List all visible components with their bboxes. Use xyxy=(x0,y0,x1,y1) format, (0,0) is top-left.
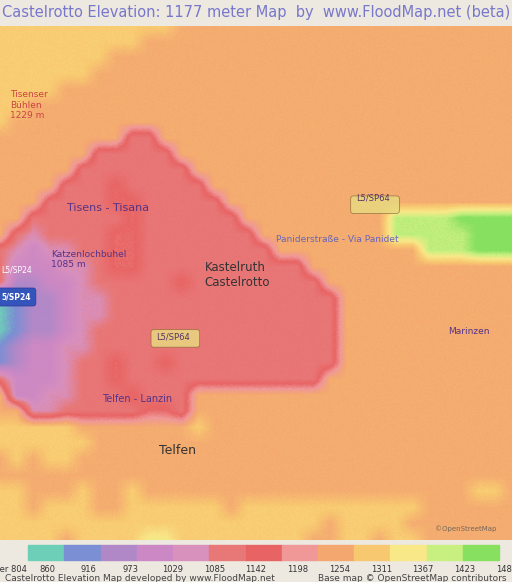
Text: Katzenlochbuhel
1085 m: Katzenlochbuhel 1085 m xyxy=(51,250,126,269)
Text: Telfen - Lanzin: Telfen - Lanzin xyxy=(102,393,173,403)
FancyBboxPatch shape xyxy=(351,196,399,214)
Bar xyxy=(137,545,173,560)
Text: 973: 973 xyxy=(122,565,139,573)
Text: L5/SP64: L5/SP64 xyxy=(356,193,390,203)
Bar xyxy=(463,545,499,560)
Text: Tisenser
Bühlen
1229 m: Tisenser Bühlen 1229 m xyxy=(10,90,48,120)
Bar xyxy=(101,545,137,560)
Text: Paniderstraße - Via Panidet: Paniderstraße - Via Panidet xyxy=(276,235,399,244)
Text: 1085: 1085 xyxy=(204,565,225,573)
Bar xyxy=(246,545,282,560)
Text: ©OpenStreetMap: ©OpenStreetMap xyxy=(435,526,497,533)
Text: Kastelruth
Castelrotto: Kastelruth Castelrotto xyxy=(205,261,270,289)
Text: 1367: 1367 xyxy=(413,565,434,573)
Text: Castelrotto Elevation: 1177 meter Map  by  www.FloodMap.net (beta): Castelrotto Elevation: 1177 meter Map by… xyxy=(2,5,510,20)
Text: 1423: 1423 xyxy=(455,565,476,573)
Text: Castelrotto Elevation Map developed by www.FloodMap.net: Castelrotto Elevation Map developed by w… xyxy=(5,574,275,582)
Bar xyxy=(209,545,246,560)
Bar xyxy=(426,545,463,560)
Text: 1142: 1142 xyxy=(245,565,267,573)
Text: Telfen: Telfen xyxy=(159,443,196,456)
Bar xyxy=(318,545,354,560)
Text: 1029: 1029 xyxy=(162,565,183,573)
Text: 1311: 1311 xyxy=(371,565,392,573)
Bar xyxy=(282,545,318,560)
FancyBboxPatch shape xyxy=(0,288,36,306)
Bar xyxy=(173,545,209,560)
Text: L5/SP24: L5/SP24 xyxy=(1,265,32,275)
Bar xyxy=(28,545,65,560)
Bar xyxy=(391,545,426,560)
Text: Base map © OpenStreetMap contributors: Base map © OpenStreetMap contributors xyxy=(318,574,507,582)
Text: 916: 916 xyxy=(81,565,97,573)
Text: meter 804: meter 804 xyxy=(0,565,27,573)
FancyBboxPatch shape xyxy=(151,329,200,347)
Text: 5/SP24: 5/SP24 xyxy=(2,292,31,301)
Text: 1480: 1480 xyxy=(496,565,512,573)
Text: Marinzen: Marinzen xyxy=(448,327,489,336)
Text: 860: 860 xyxy=(39,565,55,573)
Bar xyxy=(65,545,101,560)
Bar xyxy=(354,545,391,560)
Text: 1198: 1198 xyxy=(287,565,308,573)
Text: L5/SP64: L5/SP64 xyxy=(156,332,190,342)
Text: Tisens - Tisana: Tisens - Tisana xyxy=(67,203,148,213)
Text: 1254: 1254 xyxy=(329,565,350,573)
